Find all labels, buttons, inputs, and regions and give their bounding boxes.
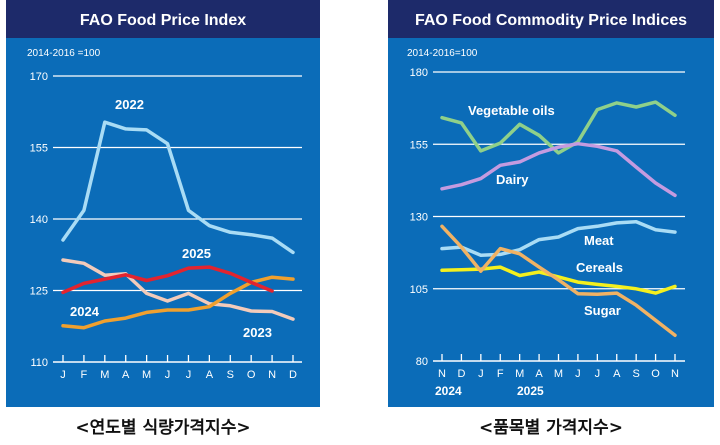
series-label-2023: 2023: [243, 325, 272, 340]
y-tick-label: 80: [416, 356, 428, 368]
series-line-vegetable-oils: [440, 100, 677, 155]
x-tick-label: M: [554, 368, 563, 380]
y-tick-label: 180: [410, 67, 428, 79]
panel-background: [388, 0, 714, 407]
series-line-sugar: [440, 224, 677, 338]
series-label-2022: 2022: [115, 97, 144, 112]
x-tick-label: S: [632, 368, 639, 380]
y-tick-label: 140: [30, 214, 48, 226]
series-label-cereals: Cereals: [576, 260, 623, 275]
y-tick-label: 155: [30, 143, 48, 155]
series-label-dairy: Dairy: [496, 172, 529, 187]
x-tick-label: O: [247, 369, 256, 381]
series-label-2025: 2025: [182, 246, 211, 261]
y-tick-label: 130: [410, 212, 428, 224]
series-line-2022: [61, 120, 295, 255]
base-period-label: 2014-2016=100: [407, 48, 478, 59]
series-label-meat: Meat: [584, 233, 614, 248]
x-tick-label: J: [575, 368, 581, 380]
caption-yearly: <연도별 식량가격지수>: [75, 418, 250, 438]
series-line-dairy: [440, 141, 677, 198]
x-tick-label: D: [457, 368, 465, 380]
series-line-2024: [61, 275, 295, 330]
x-tick-label: A: [122, 369, 130, 381]
series-line-2025: [61, 265, 274, 295]
x-tick-label: F: [497, 368, 504, 380]
y-tick-label: 125: [30, 286, 48, 298]
y-tick-label: 155: [410, 139, 428, 151]
x-tick-label: J: [186, 369, 192, 381]
base-period-label: 2014-2016 =100: [27, 48, 101, 59]
title-bar: [6, 0, 320, 38]
series-line-meat: [440, 219, 677, 257]
x-tick-label: N: [671, 368, 679, 380]
x-tick-label: N: [438, 368, 446, 380]
commodity-price-indices-panel: FAO Food Commodity Price Indices 2014-20…: [388, 0, 714, 438]
year-label-2024: 2024: [435, 384, 462, 398]
year-label-2025: 2025: [517, 384, 544, 398]
chart-title: FAO Food Commodity Price Indices: [415, 12, 687, 29]
y-tick-label: 170: [30, 71, 48, 83]
food-price-index-panel: FAO Food Price Index 2014-2016 =100 110 1…: [6, 0, 320, 438]
x-tick-label: M: [100, 369, 109, 381]
x-tick-label: S: [227, 369, 234, 381]
x-tick-label: D: [289, 369, 297, 381]
x-tick-label: M: [142, 369, 151, 381]
x-tick-label: N: [268, 369, 276, 381]
y-tick-label: 105: [410, 284, 428, 296]
x-tick-label: J: [478, 368, 484, 380]
panel-background: [6, 0, 320, 407]
chart-title: FAO Food Price Index: [80, 12, 246, 29]
x-tick-label: A: [535, 368, 543, 380]
x-tick-label: M: [515, 368, 524, 380]
x-tick-label: J: [165, 369, 171, 381]
series-label-sugar: Sugar: [584, 303, 621, 318]
x-tick-label: A: [206, 369, 214, 381]
title-bar: [388, 0, 714, 38]
series-line-2023: [61, 258, 295, 321]
x-tick-label: J: [595, 368, 601, 380]
x-tick-label: O: [651, 368, 660, 380]
series-label-2024: 2024: [70, 304, 100, 319]
x-tick-label: F: [81, 369, 88, 381]
x-tick-label: A: [613, 368, 621, 380]
caption-by-commodity: <품목별 가격지수>: [479, 418, 623, 438]
series-label-vegetable-oils: Vegetable oils: [468, 103, 555, 118]
y-tick-label: 110: [30, 357, 48, 369]
x-tick-label: J: [60, 369, 66, 381]
